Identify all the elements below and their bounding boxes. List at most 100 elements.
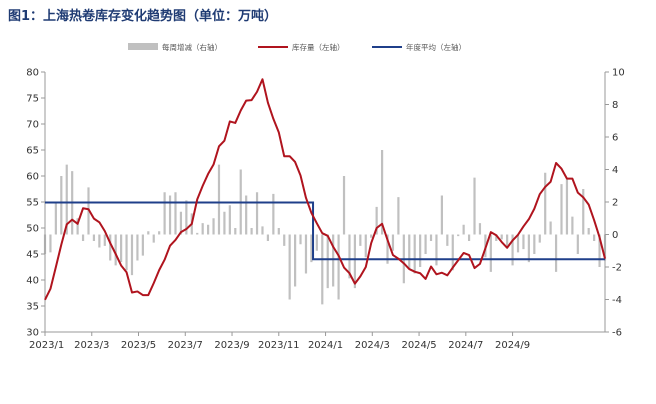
weekly-change-bar	[337, 234, 340, 300]
weekly-change-bar	[500, 234, 503, 240]
right-tick-label: 0	[612, 230, 618, 241]
left-tick-label: 50	[26, 224, 39, 235]
x-tick-label: 2024/7	[448, 340, 483, 351]
weekly-change-bar	[288, 234, 291, 300]
weekly-change-bar	[424, 234, 427, 254]
weekly-change-bar	[283, 234, 286, 246]
weekly-change-bar	[560, 184, 563, 235]
weekly-change-bar	[565, 179, 569, 235]
weekly-change-bar	[364, 234, 367, 258]
x-tick-label: 2023/5	[121, 340, 156, 351]
weekly-change-bar	[342, 176, 346, 235]
weekly-change-bar	[223, 211, 226, 235]
left-tick-label: 30	[26, 328, 39, 339]
weekly-change-bar	[92, 234, 96, 241]
weekly-change-bar	[304, 234, 308, 274]
weekly-change-bar	[299, 234, 302, 245]
weekly-change-bar	[136, 234, 139, 261]
weekly-change-bar	[201, 223, 204, 235]
weekly-change-bar	[419, 234, 422, 267]
weekly-change-bar	[81, 234, 85, 241]
right-tick-label: 8	[612, 100, 618, 111]
right-tick-label: 4	[612, 165, 618, 176]
weekly-change-bar	[440, 195, 443, 235]
weekly-change-bar	[533, 234, 536, 254]
weekly-change-bar	[245, 195, 248, 235]
weekly-change-bar	[386, 234, 389, 264]
x-tick-label: 2024/3	[355, 340, 390, 351]
left-tick-label: 45	[26, 250, 39, 261]
weekly-change-bar	[473, 177, 476, 235]
weekly-change-bar	[576, 234, 579, 254]
weekly-change-bar	[511, 234, 514, 266]
weekly-change-bar	[196, 232, 199, 235]
weekly-change-bar	[272, 193, 275, 235]
weekly-change-bar	[141, 234, 144, 256]
x-tick-label: 2023/1	[29, 340, 64, 351]
weekly-change-bar	[315, 234, 318, 251]
weekly-change-bar	[370, 234, 373, 238]
weekly-change-bar	[65, 164, 68, 235]
weekly-change-bar	[158, 231, 161, 235]
x-tick-label: 2023/9	[214, 340, 249, 351]
legend: 每周增减（右轴） 库存量（左轴） 年度平均（左轴）	[128, 42, 466, 52]
chart-title: 图1：上海热卷库存变化趋势图（单位：万吨）	[8, 9, 278, 24]
weekly-change-bar	[435, 234, 438, 266]
weekly-change-bar	[266, 234, 270, 241]
weekly-change-bar	[522, 234, 525, 250]
weekly-change-bar	[321, 234, 324, 305]
weekly-change-bar	[174, 192, 177, 235]
weekly-change-bar	[538, 234, 541, 243]
weekly-change-bar	[506, 234, 509, 248]
weekly-change-bar	[228, 205, 231, 235]
weekly-change-bar	[234, 228, 237, 235]
right-tick-label: -6	[612, 328, 622, 339]
weekly-change-bar	[451, 234, 454, 271]
weekly-change-bar	[217, 164, 221, 235]
weekly-change-bar	[168, 195, 172, 235]
axes: 30 35 40 45 50 55 60 65 70 75 80 -6 -4 -2 0 2 4 6 8 10 2023/…	[26, 68, 624, 352]
weekly-change-bar	[489, 234, 492, 272]
weekly-change-bar	[495, 234, 498, 241]
weekly-change-bar	[446, 234, 449, 246]
weekly-change-bar	[294, 234, 297, 287]
weekly-change-bar	[516, 234, 520, 253]
legend-swatch-weekly	[128, 43, 158, 50]
x-tick-label: 2023/3	[74, 340, 109, 351]
x-tick-label: 2024/1	[308, 340, 343, 351]
inventory-polyline	[44, 78, 606, 301]
weekly-change-bar	[250, 228, 253, 235]
weekly-change-bar	[147, 231, 150, 235]
left-tick-label: 75	[26, 94, 39, 105]
right-tick-label: 2	[612, 198, 618, 209]
weekly-change-bar	[163, 192, 166, 235]
weekly-change-bar	[457, 234, 460, 237]
weekly-change-bar	[332, 234, 335, 287]
x-tick-label: 2023/11	[258, 340, 300, 351]
weekly-change-bar	[380, 150, 384, 235]
weekly-change-bar	[544, 172, 547, 235]
weekly-change-bar	[408, 234, 411, 269]
weekly-change-bar	[120, 234, 123, 263]
weekly-change-bar	[114, 234, 117, 266]
weekly-change-bar	[348, 234, 351, 279]
right-tick-label: 10	[612, 68, 625, 79]
weekly-change-bar	[60, 176, 63, 235]
weekly-change-bar	[125, 234, 128, 271]
weekly-change-bar	[103, 234, 106, 246]
x-tick-label: 2024/5	[401, 340, 436, 351]
weekly-change-bar	[109, 234, 112, 261]
weekly-change-bar	[527, 234, 530, 263]
weekly-change-bar	[261, 226, 264, 235]
weekly-change-bar	[130, 234, 134, 276]
weekly-change-bar	[54, 202, 57, 235]
left-tick-label: 40	[26, 276, 39, 287]
left-tick-label: 60	[26, 172, 39, 183]
weekly-change-bar	[207, 224, 210, 235]
weekly-change-bar	[462, 224, 465, 235]
weekly-change-bar	[185, 200, 188, 235]
right-tick-label: -2	[612, 263, 622, 274]
legend-label-inventory: 库存量（左轴）	[292, 42, 345, 52]
weekly-change-bar	[353, 234, 356, 289]
